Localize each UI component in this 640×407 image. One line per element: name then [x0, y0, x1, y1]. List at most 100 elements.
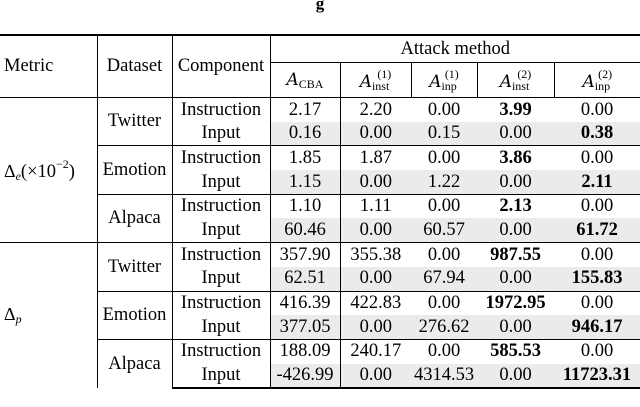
- metric-subscript: p: [15, 312, 22, 327]
- metric-symbol: Δ: [4, 304, 16, 325]
- value-cell: 4314.53: [411, 363, 477, 389]
- method-symbol: A: [286, 69, 299, 90]
- value-cell: 0.38: [554, 121, 640, 146]
- value-cell: 61.72: [554, 218, 640, 243]
- value-cell: 422.83: [339, 290, 411, 316]
- dataset-label: Twitter: [96, 242, 172, 291]
- value-cell: 60.57: [411, 218, 477, 243]
- table-caption-fragment: g: [315, 0, 325, 13]
- component-label: Instruction: [171, 96, 270, 122]
- value-cell: 62.51: [269, 266, 340, 291]
- header-dataset: Dataset: [96, 34, 172, 98]
- value-cell: 0.00: [477, 121, 554, 146]
- method-superscript: (2): [598, 67, 613, 81]
- metric-scale-exponent: −2: [56, 157, 69, 172]
- value-cell: 1.85: [269, 145, 340, 171]
- header-method-2: Ainst(1): [339, 62, 411, 98]
- method-symbol: A: [582, 72, 595, 92]
- value-cell: 377.05: [269, 315, 340, 340]
- dataset-label: Emotion: [96, 145, 172, 195]
- value-cell: 67.94: [411, 266, 477, 291]
- value-cell: 2.11: [554, 170, 640, 195]
- metric-label: Δp: [0, 242, 97, 388]
- method-subscript: CBA: [298, 76, 324, 91]
- header-method-4: Ainst(2): [476, 62, 554, 98]
- table-row: Input 62.51 0.00 67.94 0.00 155.83: [0, 266, 640, 291]
- value-cell: 0.00: [339, 315, 411, 340]
- value-cell: 355.38: [339, 242, 411, 267]
- value-cell: 240.17: [339, 338, 411, 364]
- value-cell: 357.90: [269, 242, 340, 267]
- metric-symbol: Δ: [4, 161, 16, 182]
- value-cell: 0.00: [477, 266, 554, 291]
- component-label: Instruction: [171, 338, 270, 364]
- value-cell: 2.13: [477, 193, 554, 219]
- value-cell: 0.16: [269, 121, 340, 146]
- metric-subscript: e: [15, 169, 21, 184]
- dataset-label: Alpaca: [96, 338, 172, 388]
- value-cell: 0.00: [554, 145, 640, 171]
- value-cell: 946.17: [554, 315, 640, 340]
- table-row: Alpaca Instruction 1.10 1.11 0.00 2.13 0.00: [0, 193, 640, 243]
- table-row: Input 0.16 0.00 0.15 0.00 0.38: [0, 121, 640, 146]
- value-cell: 0.00: [411, 193, 477, 219]
- table-row: Δp Twitter Instruction 357.90 355.38 0.00 987.…: [0, 242, 640, 388]
- value-cell: 3.86: [477, 145, 554, 171]
- component-label: Input: [171, 121, 270, 146]
- metric-scale-close: ): [68, 162, 75, 183]
- method-subscript: inp: [441, 79, 457, 93]
- value-cell: 0.00: [339, 218, 411, 243]
- header-metric: Metric: [0, 34, 97, 98]
- table-row: Input 377.05 0.00 276.62 0.00 946.17: [0, 315, 640, 340]
- component-label: Instruction: [171, 193, 270, 219]
- value-cell: 585.53: [477, 338, 554, 364]
- method-symbol: A: [359, 72, 372, 92]
- component-label: Instruction: [171, 290, 270, 316]
- results-table: Metric Dataset Component Attack method A…: [0, 34, 640, 389]
- value-cell: 1.22: [411, 170, 477, 195]
- method-subscript: inst: [511, 79, 530, 93]
- dataset-label: Twitter: [96, 96, 172, 146]
- value-cell: 0.00: [339, 363, 411, 389]
- value-cell: 0.00: [477, 315, 554, 340]
- table-row: Emotion Instruction 1.85 1.87 0.00 3.86 0.00: [0, 145, 640, 195]
- method-subscript: inp: [594, 79, 611, 93]
- value-cell: -426.99: [269, 363, 340, 389]
- value-cell: 0.00: [411, 145, 477, 171]
- component-label: Instruction: [171, 145, 270, 171]
- metric-label: Δe(×10−2): [0, 96, 97, 243]
- value-cell: 0.00: [554, 96, 640, 122]
- component-label: Instruction: [171, 242, 270, 267]
- value-cell: 60.46: [269, 218, 340, 243]
- table-row: Input -426.99 0.00 4314.53 0.00 11723.31: [0, 363, 640, 389]
- dataset-label: Emotion: [96, 290, 172, 340]
- value-cell: 416.39: [269, 290, 340, 316]
- header-method-3: Ainp(1): [410, 62, 477, 98]
- table-row: Emotion Instruction 416.39 422.83 0.00 1972.9…: [0, 290, 640, 340]
- method-symbol: A: [499, 72, 512, 92]
- value-cell: 0.00: [411, 290, 477, 316]
- value-cell: 3.99: [477, 96, 554, 122]
- header-method-1: ACBA: [269, 62, 340, 98]
- table-row: Input 60.46 0.00 60.57 0.00 61.72: [0, 218, 640, 243]
- value-cell: 2.17: [269, 96, 340, 122]
- value-cell: 0.00: [411, 96, 477, 122]
- value-cell: 0.00: [477, 363, 554, 389]
- method-superscript: (1): [444, 67, 459, 81]
- dataset-label: Alpaca: [96, 193, 172, 243]
- method-symbol: A: [429, 72, 442, 92]
- value-cell: 1.11: [339, 193, 411, 219]
- header-method-5: Ainp(2): [553, 62, 640, 98]
- value-cell: 0.15: [411, 121, 477, 146]
- value-cell: 0.00: [554, 290, 640, 316]
- value-cell: 276.62: [411, 315, 477, 340]
- value-cell: 1.15: [269, 170, 340, 195]
- value-cell: 0.00: [477, 170, 554, 195]
- value-cell: 0.00: [477, 218, 554, 243]
- value-cell: 1972.95: [477, 290, 554, 316]
- component-label: Input: [171, 170, 270, 195]
- header-component: Component: [171, 34, 270, 98]
- value-cell: 2.20: [339, 96, 411, 122]
- value-cell: 1.10: [269, 193, 340, 219]
- value-cell: 987.55: [477, 242, 554, 267]
